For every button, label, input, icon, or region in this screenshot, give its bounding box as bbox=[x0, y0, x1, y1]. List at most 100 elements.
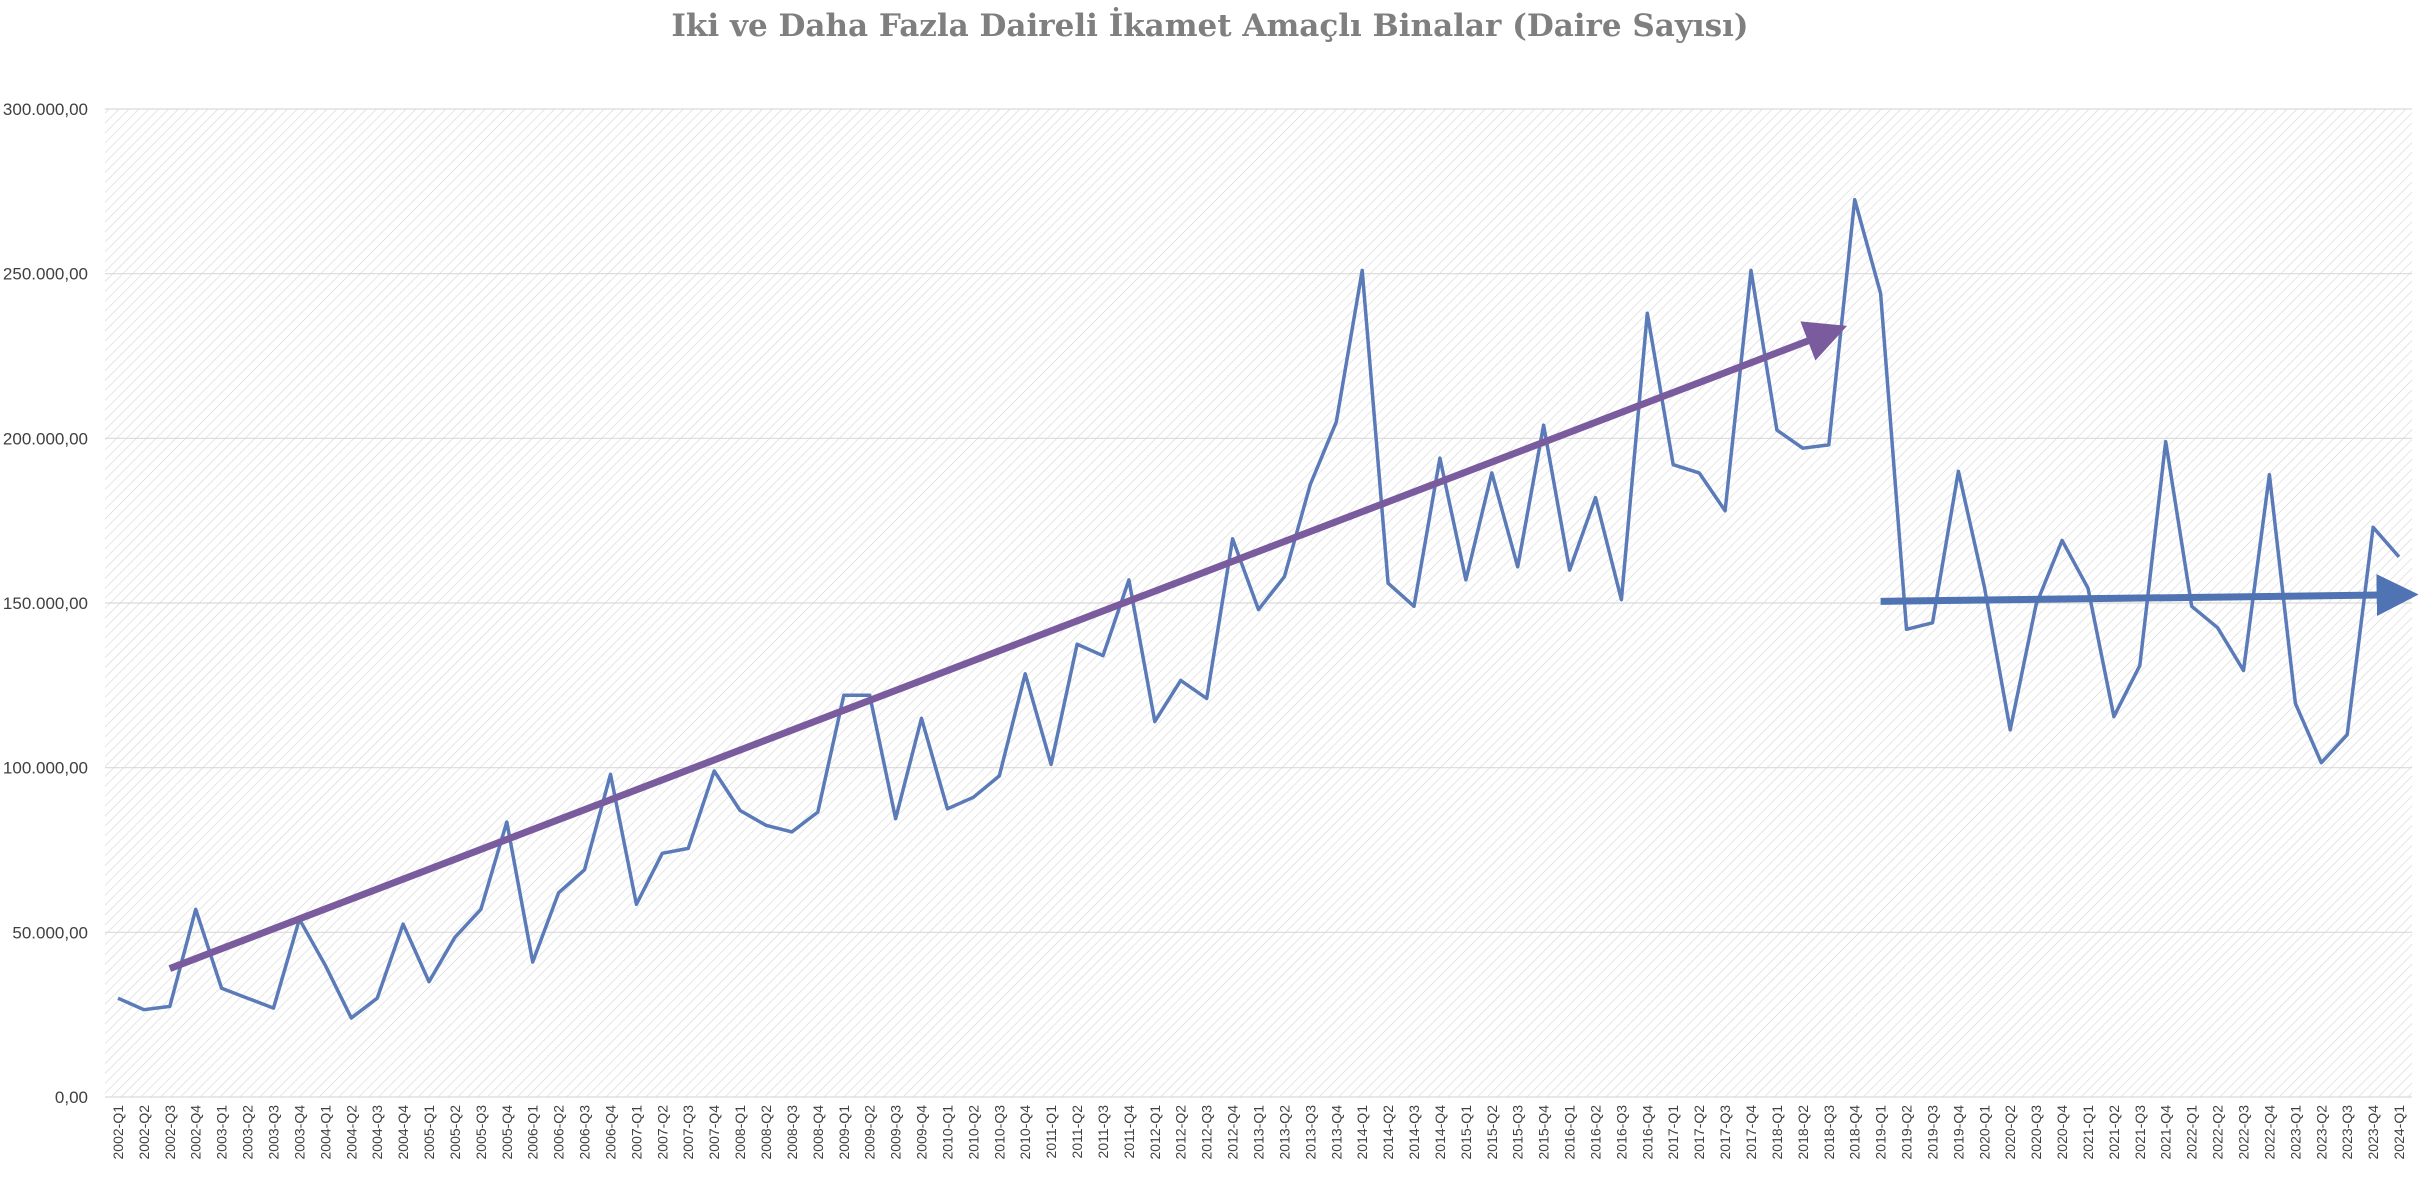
x-tick-label: 2013-Q3 bbox=[1302, 1105, 1318, 1160]
x-tick-label: 2005-Q1 bbox=[421, 1105, 437, 1160]
chart-title: Iki ve Daha Fazla Daireli İkamet Amaçlı … bbox=[671, 8, 1749, 44]
x-tick-label: 2015-Q3 bbox=[1510, 1105, 1526, 1160]
x-tick-label: 2003-Q4 bbox=[291, 1105, 307, 1160]
x-tick-label: 2004-Q1 bbox=[317, 1105, 333, 1160]
x-tick-label: 2023-Q1 bbox=[2287, 1105, 2303, 1160]
y-axis-ticks: 0,00 50.000,00 100.000,00 150.000,00 200.000… bbox=[3, 100, 88, 1107]
x-tick-label: 2009-Q1 bbox=[836, 1105, 852, 1160]
x-tick-label: 2007-Q1 bbox=[628, 1105, 644, 1160]
x-tick-label: 2005-Q4 bbox=[499, 1105, 515, 1160]
x-tick-label: 2022-Q1 bbox=[2184, 1105, 2200, 1160]
x-tick-label: 2002-Q1 bbox=[110, 1105, 126, 1160]
y-tick-label: 50.000,00 bbox=[12, 923, 88, 942]
x-tick-label: 2023-Q3 bbox=[2339, 1105, 2355, 1160]
x-tick-label: 2020-Q2 bbox=[2002, 1105, 2018, 1160]
x-tick-label: 2020-Q1 bbox=[1976, 1105, 1992, 1160]
series-line bbox=[117, 197, 2401, 1020]
x-tick-label: 2013-Q1 bbox=[1251, 1105, 1267, 1160]
y-tick-label: 250.000,00 bbox=[3, 265, 88, 284]
x-tick-label: 2017-Q1 bbox=[1665, 1105, 1681, 1160]
x-tick-label: 2003-Q3 bbox=[265, 1105, 281, 1160]
x-tick-label: 2003-Q2 bbox=[240, 1105, 256, 1160]
x-tick-label: 2011-Q4 bbox=[1121, 1105, 1137, 1159]
x-tick-label: 2008-Q1 bbox=[732, 1105, 748, 1160]
x-tick-label: 2018-Q1 bbox=[1769, 1105, 1785, 1160]
x-tick-label: 2010-Q2 bbox=[965, 1105, 981, 1160]
y-tick-label: 0,00 bbox=[55, 1088, 88, 1107]
x-tick-label: 2021-Q2 bbox=[2106, 1105, 2122, 1160]
x-tick-label: 2015-Q2 bbox=[1484, 1105, 1500, 1160]
x-tick-label: 2012-Q4 bbox=[1225, 1105, 1241, 1160]
x-tick-label: 2016-Q1 bbox=[1562, 1105, 1578, 1160]
x-tick-label: 2019-Q3 bbox=[1924, 1105, 1940, 1160]
x-tick-label: 2005-Q3 bbox=[473, 1105, 489, 1160]
x-tick-label: 2017-Q4 bbox=[1743, 1105, 1759, 1160]
x-tick-label: 2015-Q1 bbox=[1458, 1105, 1474, 1160]
x-tick-label: 2010-Q4 bbox=[1017, 1105, 1033, 1160]
x-tick-label: 2019-Q2 bbox=[1899, 1105, 1915, 1160]
x-tick-label: 2004-Q3 bbox=[369, 1105, 385, 1160]
x-tick-label: 2021-Q4 bbox=[2158, 1105, 2174, 1160]
y-tick-label: 100.000,00 bbox=[3, 759, 88, 778]
y-tick-label: 150.000,00 bbox=[3, 594, 88, 613]
x-tick-label: 2011-Q3 bbox=[1095, 1105, 1111, 1159]
x-tick-label: 2002-Q4 bbox=[188, 1105, 204, 1160]
x-tick-label: 2004-Q2 bbox=[343, 1105, 359, 1160]
x-tick-label: 2015-Q4 bbox=[1536, 1105, 1552, 1160]
x-tick-label: 2009-Q3 bbox=[888, 1105, 904, 1160]
x-tick-label: 2016-Q3 bbox=[1613, 1105, 1629, 1160]
x-tick-label: 2018-Q4 bbox=[1847, 1105, 1863, 1160]
x-tick-label: 2003-Q1 bbox=[214, 1105, 230, 1160]
x-tick-label: 2022-Q3 bbox=[2236, 1105, 2252, 1160]
x-tick-label: 2011-Q1 bbox=[1043, 1105, 1059, 1159]
x-tick-label: 2021-Q1 bbox=[2080, 1105, 2096, 1160]
x-tick-label: 2018-Q2 bbox=[1795, 1105, 1811, 1160]
x-tick-label: 2002-Q3 bbox=[162, 1105, 178, 1160]
trend-arrows bbox=[168, 321, 2419, 972]
x-tick-label: 2016-Q4 bbox=[1639, 1105, 1655, 1160]
x-tick-label: 2009-Q2 bbox=[862, 1105, 878, 1160]
x-tick-label: 2014-Q4 bbox=[1432, 1105, 1448, 1160]
x-tick-label: 2013-Q4 bbox=[1328, 1105, 1344, 1160]
x-tick-label: 2006-Q1 bbox=[525, 1105, 541, 1160]
x-tick-label: 2019-Q1 bbox=[1873, 1105, 1889, 1160]
x-tick-label: 2023-Q2 bbox=[2313, 1105, 2329, 1160]
x-tick-label: 2009-Q4 bbox=[914, 1105, 930, 1160]
x-tick-label: 2012-Q2 bbox=[1173, 1105, 1189, 1160]
x-tick-label: 2017-Q3 bbox=[1717, 1105, 1733, 1160]
x-tick-label: 2011-Q2 bbox=[1069, 1105, 1085, 1159]
x-tick-label: 2019-Q4 bbox=[1950, 1105, 1966, 1160]
x-tick-label: 2012-Q3 bbox=[1199, 1105, 1215, 1160]
x-tick-label: 2014-Q3 bbox=[1406, 1105, 1422, 1160]
y-tick-label: 200.000,00 bbox=[3, 429, 88, 448]
x-tick-label: 2008-Q2 bbox=[758, 1105, 774, 1160]
x-tick-label: 2007-Q4 bbox=[706, 1105, 722, 1160]
x-tick-label: 2021-Q3 bbox=[2132, 1105, 2148, 1160]
x-tick-label: 2006-Q2 bbox=[551, 1105, 567, 1160]
trend-arrow-rising bbox=[168, 321, 1848, 972]
x-tick-label: 2017-Q2 bbox=[1691, 1105, 1707, 1160]
x-tick-label: 2022-Q2 bbox=[2210, 1105, 2226, 1160]
trend-arrow-flat bbox=[1880, 574, 2419, 617]
x-tick-label: 2022-Q4 bbox=[2261, 1105, 2277, 1160]
x-tick-label: 2014-Q2 bbox=[1380, 1105, 1396, 1160]
x-tick-label: 2024-Q1 bbox=[2391, 1105, 2407, 1160]
x-tick-label: 2020-Q3 bbox=[2028, 1105, 2044, 1160]
y-tick-label: 300.000,00 bbox=[3, 100, 88, 119]
x-tick-label: 2016-Q2 bbox=[1587, 1105, 1603, 1160]
x-tick-label: 2005-Q2 bbox=[447, 1105, 463, 1160]
x-tick-label: 2013-Q2 bbox=[1276, 1105, 1292, 1160]
x-tick-label: 2007-Q3 bbox=[680, 1105, 696, 1160]
x-tick-label: 2002-Q2 bbox=[136, 1105, 152, 1160]
x-tick-label: 2014-Q1 bbox=[1354, 1105, 1370, 1160]
x-tick-label: 2006-Q4 bbox=[602, 1105, 618, 1160]
x-tick-label: 2018-Q3 bbox=[1821, 1105, 1837, 1160]
x-tick-label: 2006-Q3 bbox=[577, 1105, 593, 1160]
gridlines bbox=[105, 108, 2412, 1098]
x-tick-label: 2008-Q4 bbox=[810, 1105, 826, 1160]
x-axis-ticks: 2002-Q1 2002-Q2 2002-Q3 2002-Q4 2003-Q1 2003-… bbox=[110, 1105, 2407, 1160]
x-tick-label: 2004-Q4 bbox=[395, 1105, 411, 1160]
x-tick-label: 2007-Q2 bbox=[654, 1105, 670, 1160]
